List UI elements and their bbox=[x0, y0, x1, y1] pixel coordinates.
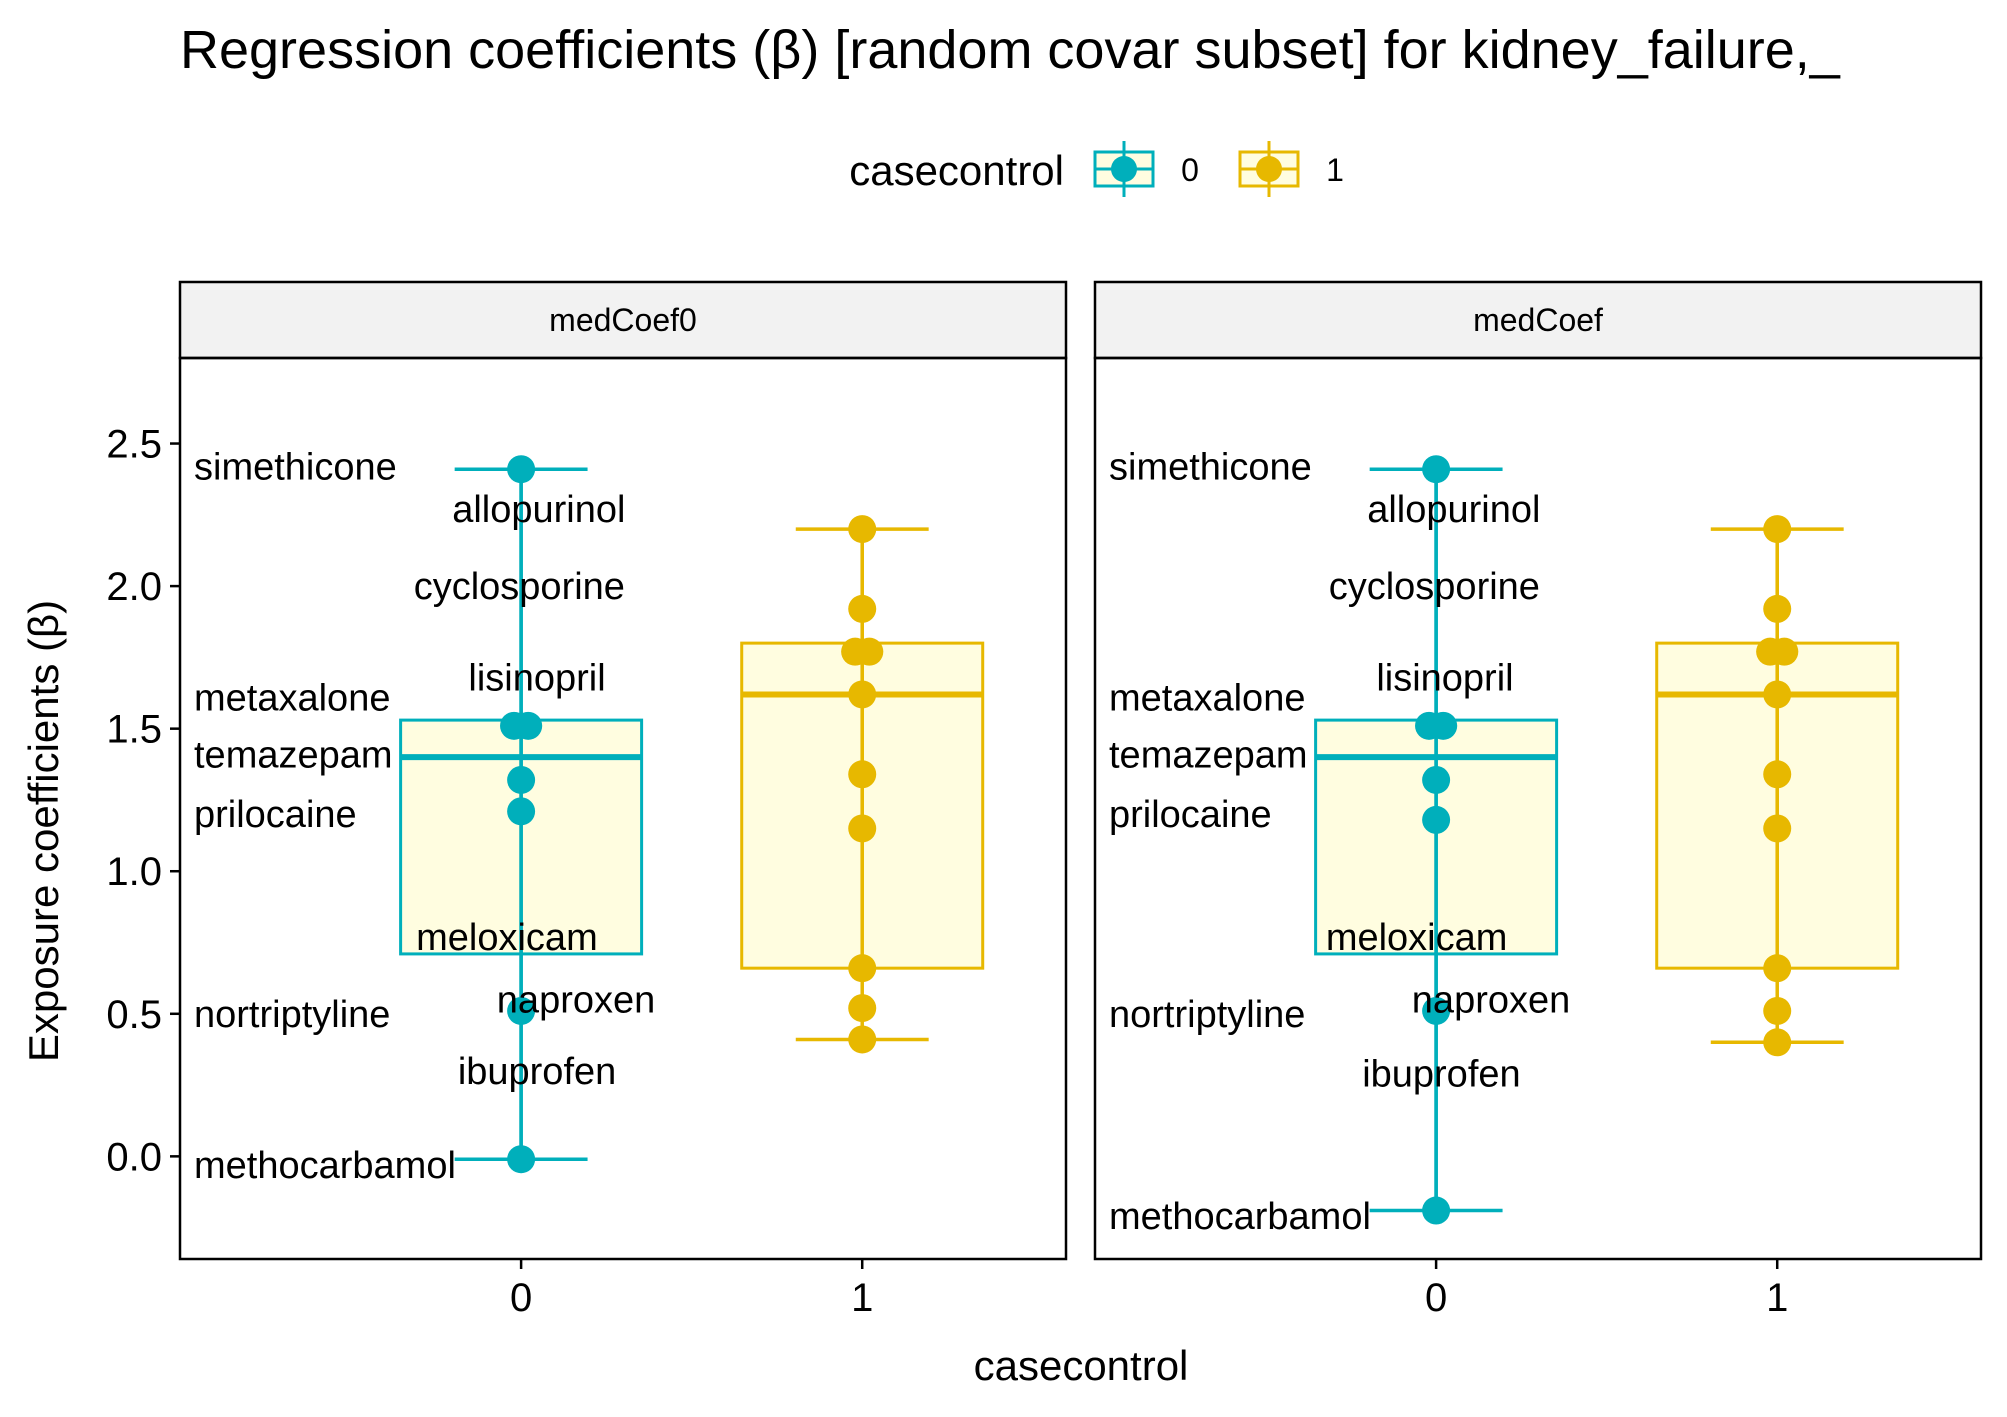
y-axis: 0.0 0.5 1.0 1.5 2.0 2.5 bbox=[106, 423, 180, 1179]
data-point bbox=[848, 994, 877, 1023]
group-0 bbox=[1314, 455, 1559, 1225]
facet-label: medCoef bbox=[1473, 302, 1603, 338]
y-tick-label: 1.5 bbox=[106, 708, 162, 752]
data-point bbox=[848, 680, 877, 709]
point-label: methocarbamol bbox=[1109, 1196, 1371, 1238]
data-point bbox=[1422, 765, 1451, 794]
point-label: ibuprofen bbox=[458, 1051, 616, 1093]
data-point bbox=[507, 455, 536, 484]
data-point bbox=[1422, 996, 1451, 1025]
data-point bbox=[1763, 954, 1792, 983]
facet-strip bbox=[1093, 280, 1983, 360]
data-point bbox=[848, 814, 877, 843]
point-label: simethicone bbox=[1109, 446, 1312, 488]
data-point bbox=[1763, 814, 1792, 843]
data-point bbox=[507, 1145, 536, 1174]
data-point bbox=[848, 1025, 877, 1054]
data-point bbox=[848, 760, 877, 789]
data-point bbox=[507, 765, 536, 794]
chart-title: Regression coefficients (β) [random cova… bbox=[180, 20, 1841, 80]
legend-label: 0 bbox=[1181, 152, 1199, 188]
y-axis-title: Exposure coefficients (β) bbox=[20, 600, 67, 1062]
facet-panel: medCoef0 simethicone allopurinol cyclospori… bbox=[178, 280, 1068, 1320]
facet-label: medCoef0 bbox=[549, 302, 697, 338]
point-label: metaxalone bbox=[194, 677, 390, 719]
group-1 bbox=[740, 515, 985, 1054]
legend-title: casecontrol bbox=[849, 147, 1064, 194]
data-point bbox=[1770, 637, 1799, 666]
data-point bbox=[514, 711, 543, 740]
data-point bbox=[1763, 680, 1792, 709]
x-tick-label: 1 bbox=[1766, 1276, 1788, 1320]
group-1 bbox=[1655, 515, 1900, 1057]
point-label: temazepam bbox=[194, 734, 393, 776]
y-tick-label: 0.0 bbox=[106, 1135, 162, 1179]
data-point bbox=[848, 515, 877, 544]
data-point bbox=[1763, 515, 1792, 544]
data-point bbox=[855, 637, 884, 666]
facet-panel: medCoef simethicone allopurinol cyclosporin… bbox=[1093, 280, 1983, 1320]
point-label: lisinopril bbox=[1376, 657, 1513, 699]
point-label: prilocaine bbox=[194, 794, 357, 836]
point-label: prilocaine bbox=[1109, 794, 1272, 836]
legend-key-0: 0 bbox=[1093, 141, 1199, 197]
point-label: meloxicam bbox=[1326, 917, 1508, 959]
y-tick-label: 0.5 bbox=[106, 993, 162, 1037]
panel-border bbox=[1093, 356, 1983, 1261]
y-tick-label: 2.5 bbox=[106, 423, 162, 467]
legend-label: 1 bbox=[1326, 152, 1344, 188]
data-point bbox=[507, 797, 536, 826]
point-label: cyclosporine bbox=[1329, 566, 1540, 608]
x-tick-label: 1 bbox=[851, 1276, 873, 1320]
data-point bbox=[1429, 711, 1458, 740]
point-label: naproxen bbox=[1412, 980, 1570, 1022]
point-label: naproxen bbox=[497, 980, 655, 1022]
point-label: nortriptyline bbox=[1109, 994, 1305, 1036]
data-point bbox=[1422, 1196, 1451, 1225]
legend-key-point bbox=[1256, 156, 1282, 182]
data-point bbox=[1422, 805, 1451, 834]
panel-border bbox=[178, 356, 1068, 1261]
point-label: allopurinol bbox=[1367, 489, 1540, 531]
data-point bbox=[1763, 1028, 1792, 1057]
legend: casecontrol 0 1 bbox=[849, 141, 1344, 197]
point-label: allopurinol bbox=[452, 489, 625, 531]
point-label: temazepam bbox=[1109, 734, 1308, 776]
point-label: meloxicam bbox=[416, 917, 598, 959]
facet-strip bbox=[178, 280, 1068, 360]
point-label: lisinopril bbox=[468, 657, 605, 699]
point-label: metaxalone bbox=[1109, 677, 1305, 719]
data-point bbox=[1763, 996, 1792, 1025]
x-tick-label: 0 bbox=[510, 1276, 532, 1320]
data-point bbox=[507, 996, 536, 1025]
data-point bbox=[848, 594, 877, 623]
point-label: simethicone bbox=[194, 446, 397, 488]
data-point bbox=[1763, 760, 1792, 789]
legend-key-point bbox=[1111, 156, 1137, 182]
point-label: nortriptyline bbox=[194, 994, 390, 1036]
data-point bbox=[1763, 594, 1792, 623]
group-0 bbox=[399, 455, 644, 1174]
legend-key-1: 1 bbox=[1238, 141, 1344, 197]
point-label: methocarbamol bbox=[194, 1145, 456, 1187]
x-axis-title: casecontrol bbox=[974, 1342, 1189, 1389]
y-tick-label: 1.0 bbox=[106, 850, 162, 894]
x-tick-label: 0 bbox=[1425, 1276, 1447, 1320]
data-point bbox=[1422, 455, 1451, 484]
y-tick-label: 2.0 bbox=[106, 565, 162, 609]
point-label: ibuprofen bbox=[1362, 1054, 1520, 1096]
data-point bbox=[848, 954, 877, 983]
point-label: cyclosporine bbox=[414, 566, 625, 608]
